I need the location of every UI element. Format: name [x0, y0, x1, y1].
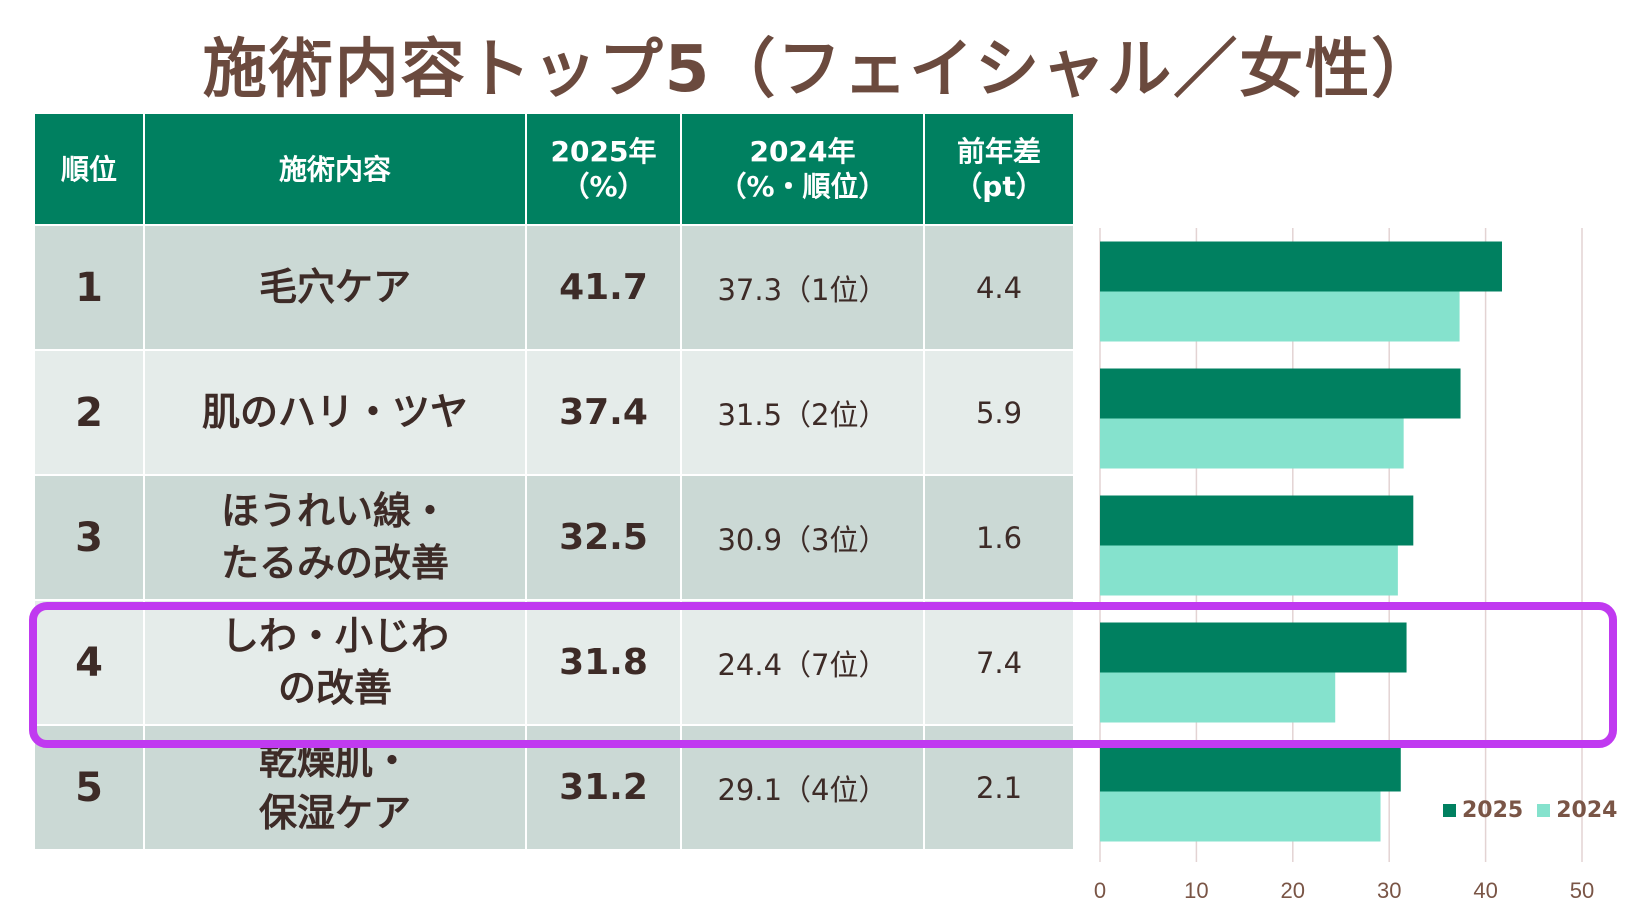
bar-2024-5: [1100, 791, 1381, 842]
bar-2025-2: [1100, 368, 1461, 419]
legend-label-2024: 2024: [1556, 798, 1618, 823]
x-tick-label: 20: [1281, 878, 1305, 903]
table-row: 2 肌のハリ・ツヤ 37.4 31.5（2位） 5.9: [33, 349, 1075, 476]
cell-v2024: 24.4（7位）: [680, 599, 925, 726]
cell-diff: 4.4: [923, 224, 1075, 351]
x-tick-label: 50: [1570, 878, 1594, 903]
legend-swatch-2025: [1443, 804, 1456, 817]
column-header: 前年差 （pt）: [923, 112, 1075, 226]
table-row: 4 しわ・小じわ の改善 31.8 24.4（7位） 7.4: [33, 599, 1075, 726]
legend-2025: 2025: [1443, 798, 1523, 823]
column-header: 2024年 （%・順位）: [680, 112, 925, 226]
cell-v2024: 37.3（1位）: [680, 224, 925, 351]
chart-legend: 2025 2024: [1443, 798, 1617, 823]
column-header: 施術内容: [143, 112, 527, 226]
page-title: 施術内容トップ5（フェイシャル／女性）: [202, 33, 1438, 107]
cell-v2025: 32.5: [525, 474, 682, 601]
bar-2024-2: [1100, 418, 1404, 469]
legend-swatch-2024: [1537, 804, 1551, 817]
cell-item: しわ・小じわ の改善: [143, 599, 527, 726]
cell-diff: 5.9: [923, 349, 1075, 476]
cell-v2024: 30.9（3位）: [680, 474, 925, 601]
bar-2025-5: [1100, 741, 1401, 792]
legend-2024: 2024: [1537, 798, 1617, 823]
x-tick-label: 40: [1473, 878, 1497, 903]
cell-item: 毛穴ケア: [143, 224, 527, 351]
x-tick-label: 0: [1094, 878, 1106, 903]
cell-v2025: 37.4: [525, 349, 682, 476]
cell-item: 肌のハリ・ツヤ: [143, 349, 527, 476]
bar-2025-4: [1100, 622, 1407, 673]
bar-2025-1: [1100, 241, 1502, 292]
cell-v2024: 31.5（2位）: [680, 349, 925, 476]
legend-label-2025: 2025: [1462, 798, 1524, 823]
cell-rank: 3: [33, 474, 145, 601]
column-header: 2025年 （%）: [525, 112, 682, 226]
bar-2024-4: [1100, 672, 1336, 723]
cell-v2025: 31.8: [525, 599, 682, 726]
x-tick-label: 10: [1184, 878, 1208, 903]
column-header: 順位: [33, 112, 145, 226]
bar-2024-3: [1100, 545, 1398, 596]
cell-rank: 1: [33, 224, 145, 351]
cell-diff: 7.4: [923, 599, 1075, 726]
cell-item: ほうれい線・ たるみの改善: [143, 474, 527, 601]
x-tick-label: 30: [1377, 878, 1401, 903]
bar-2024-1: [1100, 291, 1460, 342]
table-row: 3 ほうれい線・ たるみの改善 32.5 30.9（3位） 1.6: [33, 474, 1075, 601]
bar-2025-3: [1100, 495, 1414, 546]
cell-v2025: 41.7: [525, 224, 682, 351]
table-row: 1 毛穴ケア 41.7 37.3（1位） 4.4: [33, 224, 1075, 351]
cell-diff: 1.6: [923, 474, 1075, 601]
cell-rank: 2: [33, 349, 145, 476]
